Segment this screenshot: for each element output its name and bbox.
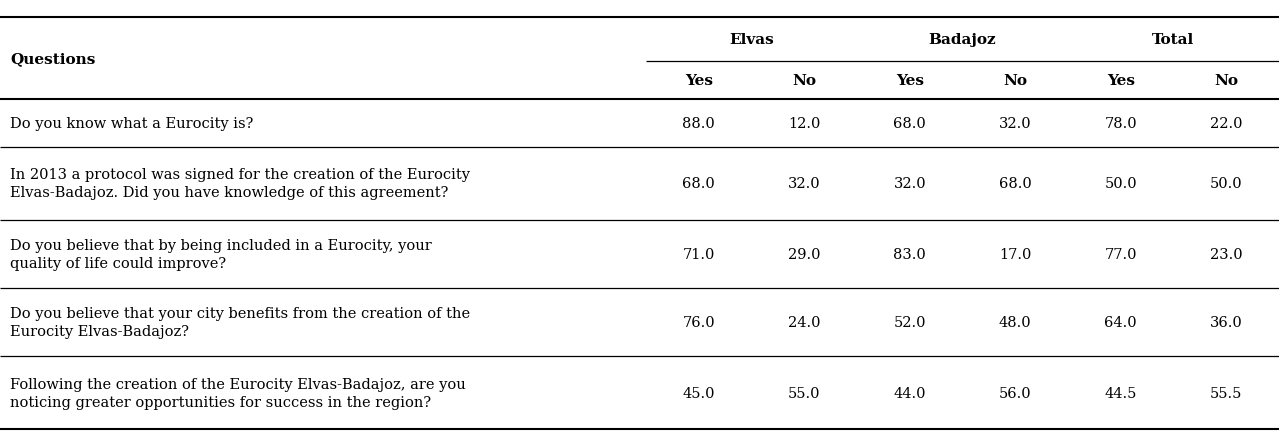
Text: Yes: Yes <box>1106 74 1134 88</box>
Text: 68.0: 68.0 <box>893 117 926 131</box>
Text: Following the creation of the Eurocity Elvas-Badajoz, are you
noticing greater o: Following the creation of the Eurocity E… <box>10 377 466 409</box>
Text: No: No <box>792 74 816 88</box>
Text: 32.0: 32.0 <box>893 177 926 191</box>
Text: 22.0: 22.0 <box>1210 117 1242 131</box>
Text: 23.0: 23.0 <box>1210 247 1243 261</box>
Text: 12.0: 12.0 <box>788 117 820 131</box>
Text: 24.0: 24.0 <box>788 315 820 329</box>
Text: 71.0: 71.0 <box>683 247 715 261</box>
Text: 55.0: 55.0 <box>788 386 820 400</box>
Text: Yes: Yes <box>684 74 712 88</box>
Text: Questions: Questions <box>10 52 96 66</box>
Text: 76.0: 76.0 <box>682 315 715 329</box>
Text: In 2013 a protocol was signed for the creation of the Eurocity
Elvas-Badajoz. Di: In 2013 a protocol was signed for the cr… <box>10 168 471 200</box>
Text: 50.0: 50.0 <box>1210 177 1243 191</box>
Text: Total: Total <box>1152 33 1195 47</box>
Text: Do you know what a Eurocity is?: Do you know what a Eurocity is? <box>10 117 253 131</box>
Text: 56.0: 56.0 <box>999 386 1032 400</box>
Text: 29.0: 29.0 <box>788 247 820 261</box>
Text: Badajoz: Badajoz <box>929 33 996 47</box>
Text: 44.0: 44.0 <box>894 386 926 400</box>
Text: 83.0: 83.0 <box>893 247 926 261</box>
Text: Elvas: Elvas <box>729 33 774 47</box>
Text: 45.0: 45.0 <box>683 386 715 400</box>
Text: 77.0: 77.0 <box>1105 247 1137 261</box>
Text: 55.5: 55.5 <box>1210 386 1242 400</box>
Text: 17.0: 17.0 <box>999 247 1031 261</box>
Text: 50.0: 50.0 <box>1104 177 1137 191</box>
Text: 52.0: 52.0 <box>894 315 926 329</box>
Text: 88.0: 88.0 <box>682 117 715 131</box>
Text: No: No <box>1003 74 1027 88</box>
Text: Yes: Yes <box>895 74 923 88</box>
Text: 36.0: 36.0 <box>1210 315 1243 329</box>
Text: 78.0: 78.0 <box>1104 117 1137 131</box>
Text: Do you believe that your city benefits from the creation of the
Eurocity Elvas-B: Do you believe that your city benefits f… <box>10 307 471 338</box>
Text: 32.0: 32.0 <box>999 117 1032 131</box>
Text: Do you believe that by being included in a Eurocity, your
quality of life could : Do you believe that by being included in… <box>10 238 432 270</box>
Text: 68.0: 68.0 <box>682 177 715 191</box>
Text: 64.0: 64.0 <box>1104 315 1137 329</box>
Text: 68.0: 68.0 <box>999 177 1032 191</box>
Text: 32.0: 32.0 <box>788 177 821 191</box>
Text: 48.0: 48.0 <box>999 315 1032 329</box>
Text: 44.5: 44.5 <box>1105 386 1137 400</box>
Text: No: No <box>1214 74 1238 88</box>
